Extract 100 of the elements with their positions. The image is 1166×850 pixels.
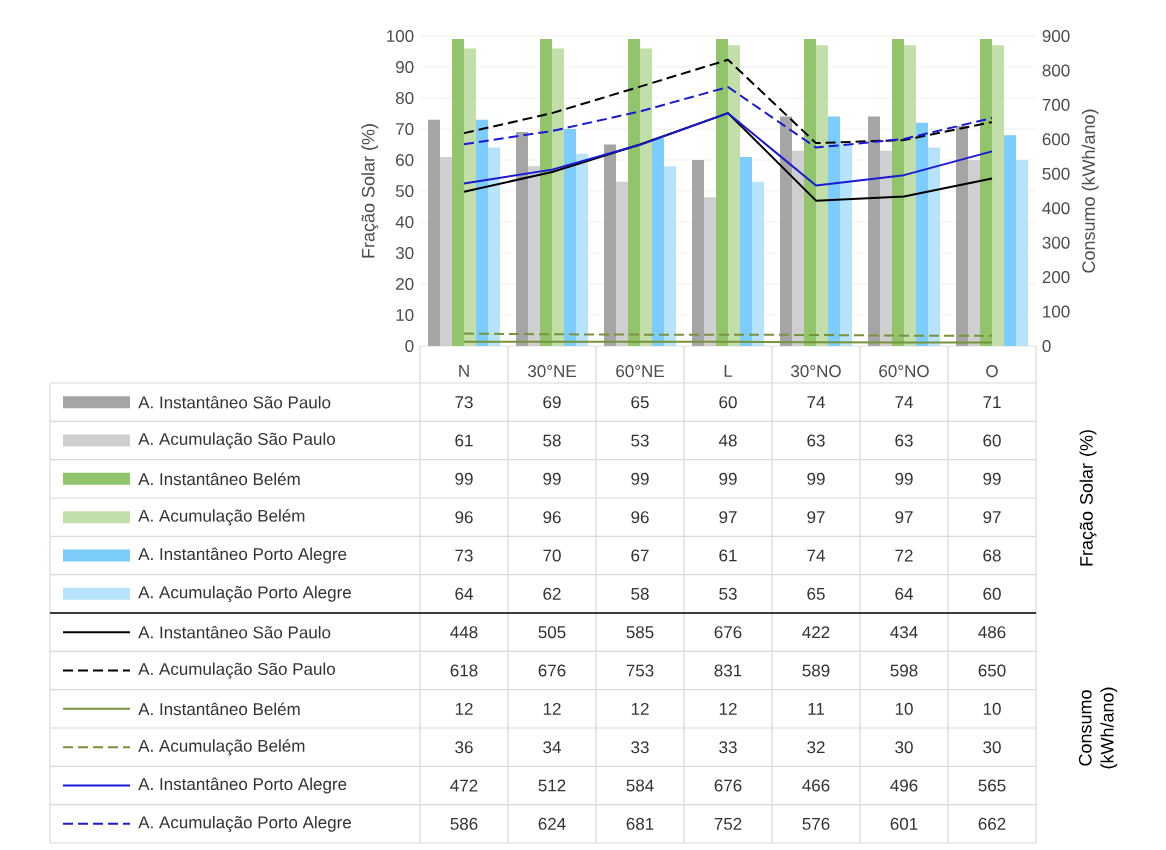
data-label: 12 bbox=[631, 702, 649, 715]
data-label: 67 bbox=[631, 549, 649, 562]
data-label: 68 bbox=[983, 549, 1001, 562]
data-label: 60 bbox=[983, 587, 1001, 600]
data-label: 584 bbox=[626, 779, 654, 792]
data-label: 65 bbox=[631, 396, 649, 409]
bar bbox=[452, 39, 464, 346]
data-label: 618 bbox=[450, 664, 478, 677]
data-label: 32 bbox=[807, 741, 825, 754]
x-tick-label: 30°NO bbox=[791, 365, 841, 378]
data-label: 466 bbox=[802, 779, 830, 792]
y2-tick-label: 500 bbox=[1042, 167, 1070, 180]
data-label: 434 bbox=[890, 626, 918, 639]
bar bbox=[552, 48, 564, 346]
data-label: 70 bbox=[543, 549, 561, 562]
legend-label: A. Acumulação Belém bbox=[138, 509, 305, 526]
data-label: 512 bbox=[538, 779, 566, 792]
data-label: 33 bbox=[719, 741, 737, 754]
bar bbox=[476, 119, 488, 346]
data-label: 681 bbox=[626, 817, 654, 830]
data-label: 99 bbox=[455, 472, 473, 485]
data-label: 62 bbox=[543, 587, 561, 600]
legend-label: A. Instantâneo Belém bbox=[138, 702, 300, 716]
y2-tick-label: 600 bbox=[1042, 133, 1070, 146]
data-label: 10 bbox=[895, 702, 913, 715]
bar bbox=[916, 122, 928, 346]
data-label: 565 bbox=[978, 779, 1006, 792]
data-label: 831 bbox=[714, 664, 742, 677]
y-tick-label: 60 bbox=[396, 153, 414, 167]
data-label: 589 bbox=[802, 664, 830, 677]
bar bbox=[752, 181, 764, 346]
data-label: 74 bbox=[895, 396, 913, 409]
legend-label: A. Instantâneo Belém bbox=[138, 472, 300, 486]
text: Fração Solar (%) bbox=[1079, 430, 1097, 566]
bar bbox=[464, 48, 476, 346]
bar bbox=[804, 39, 816, 346]
bar bbox=[1004, 135, 1016, 346]
bar bbox=[840, 144, 852, 346]
y2-tick-label: 0 bbox=[1042, 339, 1051, 353]
bar bbox=[868, 116, 880, 346]
data-label: 12 bbox=[455, 702, 473, 715]
data-label: 60 bbox=[983, 434, 1001, 447]
y-tick-label: 30 bbox=[395, 246, 414, 260]
y-tick-label: 70 bbox=[396, 122, 414, 136]
data-label: 676 bbox=[714, 626, 742, 639]
bar bbox=[692, 159, 704, 346]
bar bbox=[604, 144, 616, 346]
data-label: 34 bbox=[543, 741, 561, 754]
data-label: 97 bbox=[719, 511, 737, 524]
data-label: 63 bbox=[895, 434, 913, 447]
data-label: 11 bbox=[808, 702, 825, 715]
data-label: 99 bbox=[807, 472, 825, 485]
legend-label: A. Acumulação Porto Alegre bbox=[138, 815, 351, 832]
data-label: 30 bbox=[895, 741, 913, 754]
x-tick-label: O bbox=[986, 365, 998, 378]
data-label: 99 bbox=[895, 472, 913, 485]
legend-label: A. Acumulação Belém bbox=[138, 739, 305, 756]
data-label: 64 bbox=[455, 587, 473, 600]
data-label: 752 bbox=[714, 817, 742, 830]
legend-label: A. Acumulação São Paulo bbox=[138, 662, 335, 679]
bar bbox=[576, 153, 588, 346]
data-label: 598 bbox=[890, 664, 918, 677]
data-label: 12 bbox=[719, 702, 737, 715]
data-label: 60 bbox=[719, 396, 737, 409]
legend-label: A. Acumulação São Paulo bbox=[138, 432, 335, 449]
data-label: 65 bbox=[807, 587, 825, 600]
data-label: 624 bbox=[538, 817, 566, 830]
bar bbox=[992, 45, 1004, 346]
data-label: 448 bbox=[450, 626, 478, 639]
data-label: 58 bbox=[631, 587, 649, 600]
data-label: 99 bbox=[983, 472, 1001, 485]
x-tick-label: 60°NE bbox=[616, 365, 664, 378]
y-tick-label: 0 bbox=[405, 339, 414, 353]
y-tick-label: 100 bbox=[387, 29, 414, 43]
bar bbox=[828, 116, 840, 346]
bar bbox=[488, 147, 500, 346]
data-label: 576 bbox=[802, 817, 830, 830]
data-label: 30 bbox=[983, 741, 1001, 754]
bar bbox=[640, 48, 652, 346]
y-tick-label: 80 bbox=[395, 91, 414, 105]
bar bbox=[980, 39, 992, 346]
data-label: 36 bbox=[455, 741, 473, 754]
y2-tick-label: 800 bbox=[1042, 64, 1070, 77]
y-tick-label: 50 bbox=[395, 184, 414, 198]
bar bbox=[928, 147, 940, 346]
data-label: 96 bbox=[455, 511, 473, 524]
data-label: 74 bbox=[807, 549, 825, 562]
data-label: 48 bbox=[718, 434, 737, 447]
data-label: 585 bbox=[626, 626, 654, 639]
data-label: 72 bbox=[895, 549, 913, 562]
legend-label: A. Instantâneo São Paulo bbox=[138, 395, 331, 409]
data-label: 10 bbox=[983, 702, 1001, 715]
y-tick-label: 90 bbox=[396, 60, 414, 74]
data-label: 71 bbox=[983, 396, 1001, 409]
bar bbox=[716, 39, 728, 346]
data-label: 505 bbox=[538, 626, 566, 639]
bar bbox=[728, 45, 740, 346]
data-label: 486 bbox=[978, 626, 1006, 639]
data-label: 73 bbox=[455, 549, 473, 562]
x-tick-label: N bbox=[459, 365, 469, 377]
